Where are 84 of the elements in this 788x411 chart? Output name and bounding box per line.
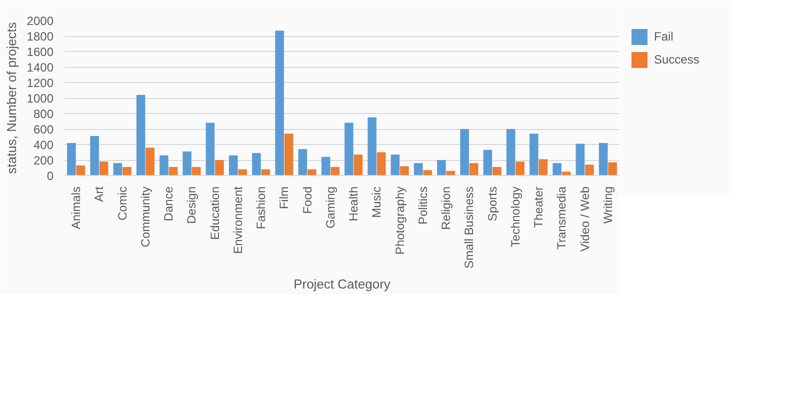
x-tick-label: Fashion [254,186,268,230]
x-tick-label: Comic [115,186,130,220]
bar [414,163,423,176]
bar [122,166,132,176]
y-tick-label: 0 [46,169,54,183]
bar [354,154,363,176]
x-tick-label: Art [92,186,106,202]
bar [483,150,492,176]
x-tick-label: Education [208,186,222,240]
bar [206,122,215,176]
x-tick-label: Dance [162,186,176,222]
y-tick-label: 600 [33,122,54,136]
y-tick-label: 200 [33,154,54,168]
bar [437,160,446,176]
bar [238,169,247,176]
bar [400,166,409,176]
bar [423,170,432,176]
bar [576,144,585,176]
bar [321,156,330,176]
y-tick-label: 2000 [26,14,54,28]
y-tick-label: 1200 [26,76,54,90]
bar [76,165,86,176]
bar [182,151,192,176]
x-tick-label: Writing [600,186,615,224]
bar [99,162,108,176]
y-tick-label: 1600 [26,45,54,59]
legend-label: Fail [654,30,674,44]
x-tick-label: Small Business [462,186,476,269]
y-tick-label: 1000 [26,92,54,106]
y-tick-label: 1400 [26,60,54,74]
bar [192,166,201,176]
bar [506,129,516,176]
bar [390,154,400,176]
y-axis-title: status, Number of projects [4,22,19,174]
x-tick-label: Technology [508,186,522,248]
x-tick-label: Health [346,186,361,222]
bar [252,153,261,176]
bar [136,94,146,176]
bar [538,159,548,176]
bar [460,129,469,176]
bar [530,134,538,176]
bar [368,117,376,176]
x-tick-label: Video / Web [578,186,592,252]
bar [376,152,386,176]
bar [516,162,524,176]
x-tick-label: Design [184,186,199,224]
legend-label: Success [654,52,700,66]
y-tick-label: 800 [33,107,54,121]
x-tick-label: Food [300,186,314,214]
bar [344,122,354,176]
x-tick-label: Religion [439,186,454,230]
x-tick-label: Transmedia [554,186,569,250]
x-axis-title: Project Category [294,276,391,292]
bar [275,30,284,176]
bar [215,160,224,176]
bar [330,166,340,176]
x-tick-label: Animals [69,186,84,230]
bar [585,164,594,176]
bar [67,142,76,176]
bar [168,166,178,176]
x-tick-label: Gaming [323,186,338,229]
bar [298,149,308,176]
bar [228,155,238,176]
x-tick-label: Film [277,186,292,210]
x-tick-label: Politics [416,186,430,225]
bar [308,169,316,176]
bar [469,163,478,176]
bar [90,136,99,176]
bar [146,148,154,176]
y-tick-label: 1800 [26,30,54,44]
x-tick-label: Theater [532,186,546,228]
bar [608,162,617,176]
bar [113,163,122,176]
bar [598,142,608,176]
x-tick-label: Music [370,186,384,218]
x-tick-label: Photography [392,186,407,255]
x-tick-label: Sports [485,186,500,222]
bar [492,166,502,176]
x-tick-label: Environment [230,186,245,254]
x-tick-label: Community [138,186,152,248]
bar [552,163,562,176]
y-tick-label: 400 [33,138,54,152]
bar [284,134,294,176]
bar [160,155,168,176]
